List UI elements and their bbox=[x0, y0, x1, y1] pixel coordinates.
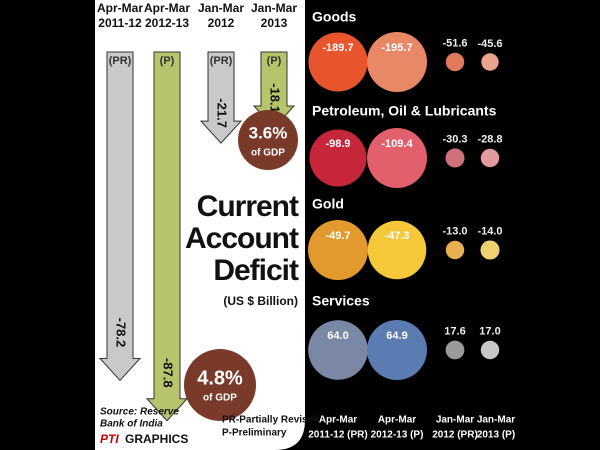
bubble bbox=[367, 220, 427, 280]
arrow-bar bbox=[145, 51, 189, 422]
note: P-Preliminary bbox=[222, 428, 287, 439]
source: Bank of India bbox=[100, 419, 163, 430]
chart-subtitle: (US $ Billion) bbox=[223, 294, 298, 308]
value-label: -49.7 bbox=[325, 230, 350, 242]
bubble bbox=[480, 148, 500, 168]
arrow-bar bbox=[199, 51, 243, 144]
gdp-label: 3.6% bbox=[249, 123, 288, 142]
value-label: 17.6 bbox=[444, 326, 465, 338]
value-label: -47.3 bbox=[384, 230, 409, 242]
column-header: 2013 bbox=[261, 16, 288, 30]
value-label: -51.6 bbox=[442, 38, 467, 50]
value-label: -28.8 bbox=[477, 134, 502, 146]
value-label: 64.9 bbox=[386, 330, 407, 342]
arrow-bar bbox=[98, 51, 142, 382]
gdp-label: 4.8% bbox=[197, 367, 243, 389]
column-header: Apr-Mar bbox=[97, 1, 143, 15]
value-label: -21.7 bbox=[215, 98, 230, 128]
value-label: -45.6 bbox=[477, 38, 502, 50]
column-header: Apr-Mar bbox=[144, 1, 190, 15]
gdp-text: of GDP bbox=[251, 148, 285, 159]
note: PR-Partially Revised bbox=[222, 415, 319, 426]
credit-pti: PTI bbox=[100, 432, 119, 446]
column-header: Jan-Mar bbox=[198, 1, 244, 15]
bubble bbox=[367, 320, 427, 380]
column-header: 2012 bbox=[208, 16, 235, 30]
bubble bbox=[445, 240, 465, 260]
arrow-tag: (P) bbox=[267, 55, 282, 67]
bubble bbox=[309, 129, 367, 187]
row-label: Gold bbox=[312, 196, 344, 212]
value-label: 64.0 bbox=[327, 330, 348, 342]
x-tick-label: 2011-12 (PR) bbox=[308, 430, 367, 441]
column-header: 2011-12 bbox=[98, 16, 142, 30]
value-label: 17.0 bbox=[479, 326, 500, 338]
arrow-tag: (P) bbox=[160, 55, 175, 67]
chart-title: Current bbox=[197, 190, 299, 223]
value-label: -13.0 bbox=[442, 226, 467, 238]
bubble bbox=[445, 340, 465, 360]
chart-title: Account bbox=[185, 222, 299, 255]
row-label: Petroleum, Oil & Lubricants bbox=[312, 103, 497, 119]
x-tick-label: 2012-13 (P) bbox=[371, 430, 424, 441]
value-label: -14.0 bbox=[477, 225, 502, 237]
x-tick-label: 2013 (P) bbox=[477, 430, 515, 441]
bubble bbox=[445, 148, 465, 168]
x-tick-label: Jan-Mar bbox=[436, 415, 474, 426]
chart-title: Deficit bbox=[213, 254, 299, 287]
column-header: Jan-Mar bbox=[251, 1, 297, 15]
x-tick-label: 2012 (PR) bbox=[432, 430, 478, 441]
credit: GRAPHICS bbox=[125, 432, 188, 446]
row-label: Services bbox=[312, 293, 370, 309]
bubble bbox=[367, 128, 427, 188]
value-label: -109.4 bbox=[381, 138, 413, 150]
value-label: -78.2 bbox=[114, 318, 129, 348]
left-panel bbox=[95, 0, 305, 450]
bubble bbox=[480, 340, 500, 360]
gdp-text: of GDP bbox=[203, 393, 237, 404]
bubble bbox=[308, 320, 368, 380]
value-label: -195.7 bbox=[381, 42, 412, 54]
value-label: -30.3 bbox=[442, 133, 467, 145]
bubble bbox=[308, 220, 368, 280]
bubble bbox=[308, 32, 368, 92]
x-tick-label: Jan-Mar bbox=[477, 415, 515, 426]
x-tick-label: Apr-Mar bbox=[319, 415, 357, 426]
source: Source: Reserve bbox=[100, 407, 179, 418]
bubble bbox=[481, 53, 499, 71]
value-label: -87.8 bbox=[161, 358, 176, 388]
bubble bbox=[367, 32, 427, 92]
bubble bbox=[480, 240, 500, 260]
gdp-circle bbox=[184, 349, 256, 421]
x-tick-label: Apr-Mar bbox=[378, 415, 416, 426]
row-label: Goods bbox=[312, 9, 357, 25]
gdp-circle bbox=[238, 110, 298, 170]
arrow-tag: (PR) bbox=[210, 55, 233, 67]
column-header: 2012-13 bbox=[145, 16, 189, 30]
value-label: -189.7 bbox=[322, 42, 353, 54]
value-label: -18.1 bbox=[268, 83, 283, 113]
arrow-tag: (PR) bbox=[109, 55, 132, 67]
bubble bbox=[445, 52, 465, 72]
value-label: -98.9 bbox=[325, 138, 350, 150]
